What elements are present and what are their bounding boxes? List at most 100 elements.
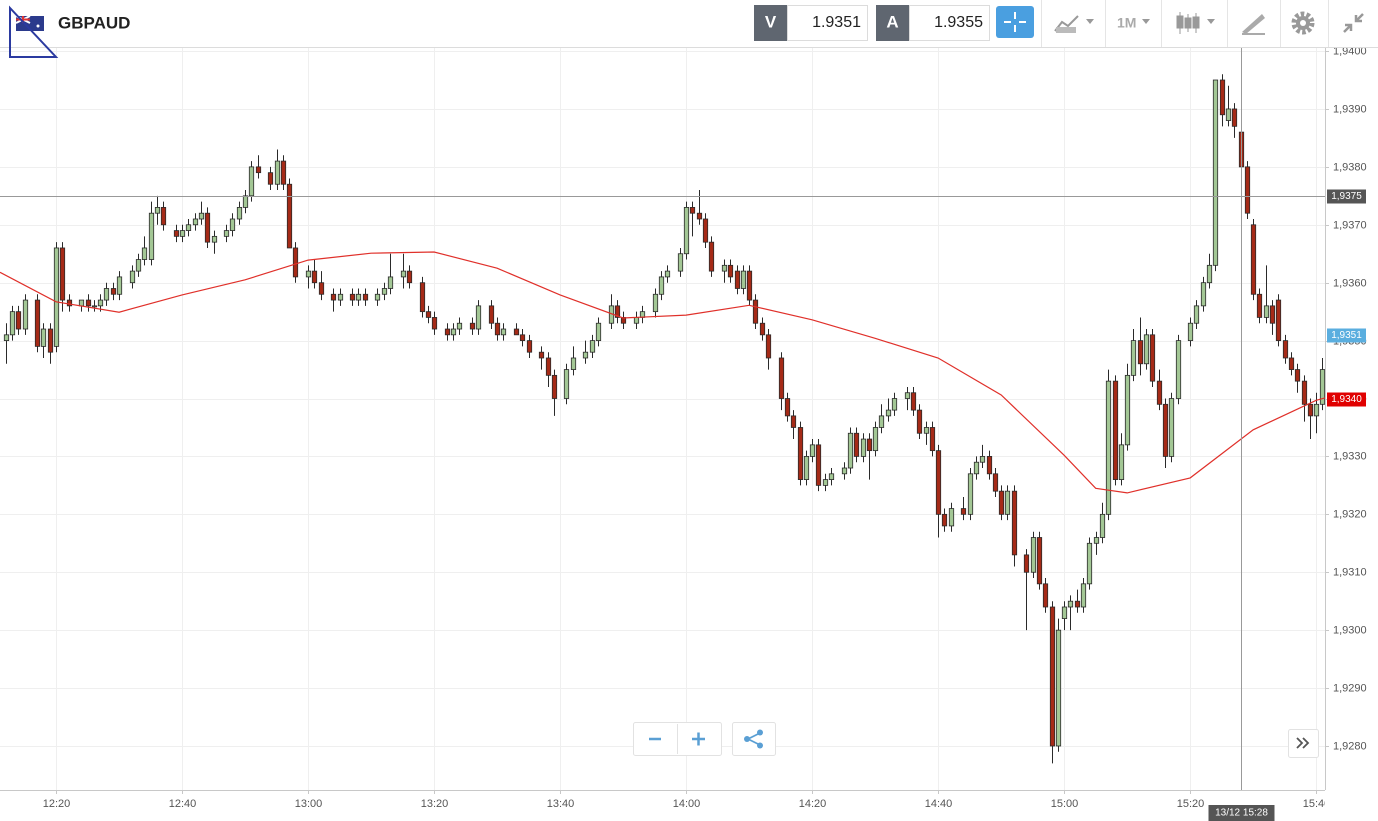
candle-body (866, 438, 873, 452)
candle-body (948, 508, 955, 527)
candle-body (998, 490, 1005, 515)
settings-button[interactable] (1291, 11, 1315, 35)
crosshair-y-label: 1,9375 (1331, 191, 1362, 202)
toolbar (0, 0, 1378, 47)
candle-body (1162, 403, 1169, 457)
candle-body (551, 374, 558, 399)
y-tick-label: 1,9330 (1333, 450, 1367, 462)
candle-body (828, 473, 835, 480)
candle-body (135, 259, 142, 272)
candle-body (1301, 380, 1308, 405)
candle-body (66, 299, 73, 307)
candle-body (450, 328, 457, 336)
candle-body (337, 293, 344, 301)
candle-body (633, 317, 640, 324)
candle-body (286, 183, 293, 249)
y-tick-label: 1,9290 (1333, 682, 1367, 694)
candle-body (116, 276, 123, 295)
timeframe[interactable]: 1M (1117, 15, 1136, 31)
candle-body (1011, 490, 1018, 556)
candle-body (929, 427, 936, 452)
candle-body (658, 276, 665, 295)
candle-body (1269, 305, 1276, 324)
candle-body (1049, 606, 1056, 747)
timeframe-button[interactable]: 1M (1117, 15, 1150, 31)
candle-body (809, 444, 816, 457)
candle-body (853, 432, 860, 457)
candle-body (872, 427, 879, 452)
candle-body (1250, 224, 1257, 295)
candle-body (280, 160, 287, 185)
ask-badge (876, 5, 909, 41)
candle-body (1080, 583, 1087, 608)
candle-body (274, 160, 281, 185)
candle-body (992, 473, 999, 492)
x-tick-label: 14:20 (799, 798, 827, 810)
candle-body (475, 305, 482, 330)
candle-body (318, 282, 325, 295)
candle-body (797, 427, 804, 480)
candle-body (1200, 282, 1207, 307)
candle-type-button[interactable] (1176, 12, 1215, 34)
candle-body (97, 299, 104, 307)
candle-body (803, 456, 810, 480)
candle-body (1042, 583, 1049, 608)
candle-body (652, 293, 659, 313)
candle-body (513, 328, 520, 336)
candle-body (311, 270, 318, 284)
candle-body (444, 328, 451, 336)
candle-body (1036, 537, 1043, 585)
candle-body (1288, 357, 1295, 370)
chart-type-button[interactable] (1054, 15, 1094, 33)
candle-body (236, 207, 243, 220)
candle-body (1023, 554, 1030, 573)
candle-body (1307, 403, 1314, 417)
logo (9, 5, 59, 58)
candle-body (734, 270, 741, 289)
zoom-controls (633, 722, 722, 756)
candle-body (248, 166, 255, 197)
candle-body (973, 461, 980, 475)
scroll-right-button[interactable] (1288, 729, 1319, 758)
candle-body (204, 212, 211, 243)
candle-body (349, 293, 356, 301)
y-tick-label: 1,9360 (1333, 277, 1367, 289)
candle-body (784, 398, 791, 417)
candle-body (1112, 380, 1119, 480)
zoom-in-button[interactable] (692, 732, 705, 746)
candle-body (1030, 537, 1037, 573)
candle-body (400, 270, 407, 278)
candle-body (1231, 108, 1238, 127)
ask-box (909, 5, 990, 41)
candle-body (1130, 340, 1137, 376)
crosshair-button[interactable] (996, 6, 1034, 38)
candle-body (179, 230, 186, 237)
candle-body (148, 212, 155, 260)
candle-body (362, 293, 369, 301)
collapse-button[interactable] (1343, 13, 1364, 33)
candle-body (1187, 322, 1194, 342)
candle-body (110, 288, 117, 295)
share-button[interactable] (732, 722, 776, 756)
candle-body (129, 270, 136, 284)
candle-body (891, 398, 898, 411)
candle-body (960, 508, 967, 515)
candle-body (1263, 305, 1270, 318)
price-badge (1327, 328, 1366, 343)
candle-body (570, 357, 577, 370)
candle-body (85, 299, 92, 307)
crosshair-x-label: 13/12 15:28 (1215, 808, 1268, 819)
candle-body (589, 340, 596, 353)
candle-body (1244, 166, 1251, 214)
candle-body (494, 322, 501, 336)
candle-body (198, 212, 205, 220)
candle-body (1105, 380, 1112, 515)
draw-button[interactable] (1242, 14, 1265, 35)
candle-body (1093, 537, 1100, 544)
candle-body (595, 322, 602, 342)
candle-body (519, 334, 526, 342)
candle-body (935, 450, 942, 515)
candle-body (456, 322, 463, 330)
candle-body (822, 479, 829, 486)
candle-body (1282, 340, 1289, 359)
